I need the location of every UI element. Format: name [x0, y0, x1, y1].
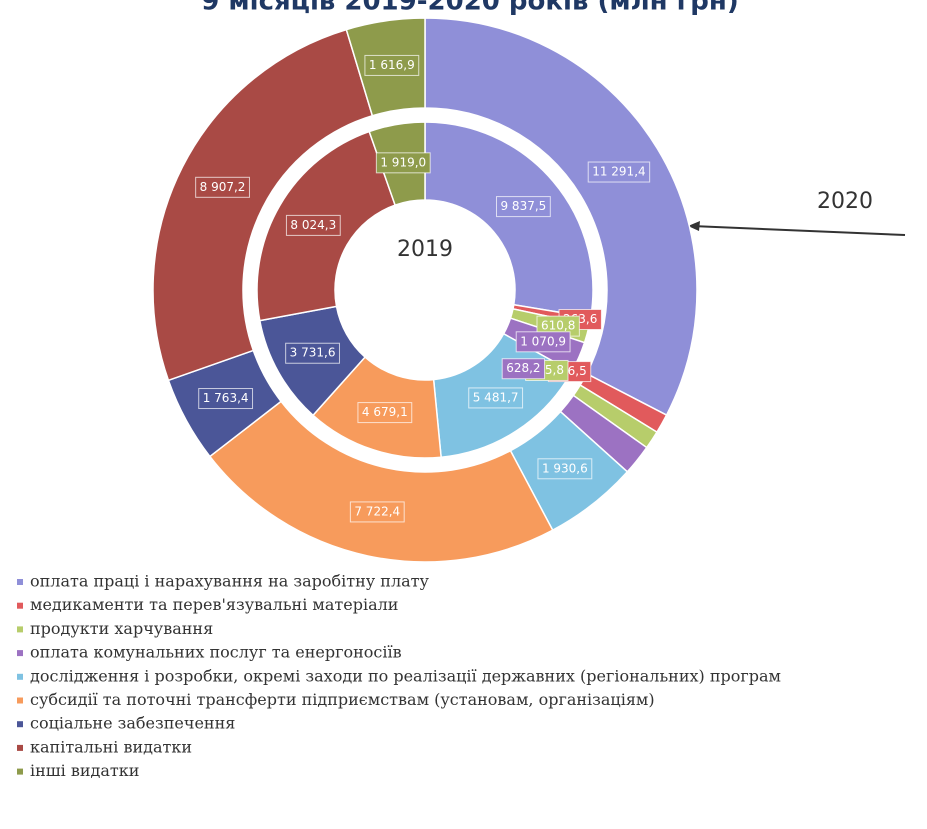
data-label-text: 7 722,4	[354, 504, 400, 518]
legend-swatch	[17, 579, 23, 585]
data-label-box	[468, 387, 524, 409]
data-label-text: 5 481,7	[473, 390, 519, 404]
data-label-text: 1 919,0	[380, 155, 426, 169]
data-label-text: 11 291,4	[592, 165, 645, 179]
legend-swatch	[17, 650, 23, 657]
data-label: 1 763,4	[198, 388, 254, 410]
arrow-head	[688, 221, 700, 231]
data-label: 1 616,9	[364, 54, 420, 76]
data-label-text: 8 024,3	[290, 218, 336, 232]
data-label: 9 837,5	[495, 196, 551, 218]
data-label-box	[364, 54, 420, 76]
data-label-box	[357, 402, 413, 424]
legend-swatch	[17, 744, 23, 751]
inner-ring-label: 2019	[397, 237, 453, 262]
legend-swatch	[17, 768, 23, 775]
data-label-text: 628,2	[506, 361, 540, 375]
slice	[152, 28, 374, 382]
data-label-text: 1 930,6	[542, 461, 588, 475]
data-label-box	[285, 214, 341, 236]
slice	[424, 17, 698, 417]
data-label-box	[198, 388, 254, 410]
legend-label: дослідження і розробки, окремі заходи по…	[30, 666, 781, 685]
data-label: 8 907,2	[195, 176, 250, 198]
legend-swatch	[17, 626, 23, 633]
chart-title: 9 місяців 2019-2020 років (млн грн)	[201, 0, 738, 17]
data-label-box	[495, 196, 551, 218]
data-label: 3 731,6	[285, 342, 340, 364]
legend-label: оплата праці і нарахування на заробітну …	[30, 572, 430, 591]
data-label-box	[349, 501, 405, 523]
legend-label: продукти харчування	[30, 619, 213, 638]
legend-label: субсидії та поточні трансферти підприємс…	[30, 690, 655, 709]
legend-label: соціальне забезпечення	[30, 714, 235, 733]
data-label-text: 1 070,9	[520, 334, 566, 348]
legend-label: капітальні видатки	[30, 737, 192, 756]
legend-label: оплата комунальних послуг та енергоносії…	[30, 643, 402, 662]
data-label-box	[537, 458, 593, 480]
data-label-text: 610,8	[541, 319, 575, 333]
slice	[208, 400, 554, 563]
data-label-box	[195, 176, 250, 198]
data-label-box	[515, 331, 571, 353]
arrow	[691, 225, 906, 236]
data-label-text: 1 616,9	[369, 58, 415, 72]
data-label: 5 481,7	[468, 387, 524, 409]
outer-ring-label: 2020	[817, 189, 873, 214]
data-label-text: 3 731,6	[290, 346, 336, 360]
data-label-box	[285, 342, 340, 364]
data-label: 610,8	[536, 315, 580, 337]
data-label: 4 679,1	[357, 402, 413, 424]
slice	[424, 121, 594, 319]
data-label-box	[501, 358, 546, 380]
legend-swatch	[17, 673, 23, 680]
data-label-text: 1 763,4	[203, 391, 249, 405]
data-label: 628,2	[501, 358, 546, 380]
data-label: 1 070,9	[515, 331, 571, 353]
data-label-box	[375, 152, 431, 174]
legend-swatch	[17, 697, 23, 704]
data-label-text: 9 837,5	[500, 199, 546, 213]
data-label: 1 930,6	[537, 458, 593, 480]
data-label: 1 919,0	[375, 152, 431, 174]
legend-label: інші видатки	[30, 761, 139, 780]
data-label: 11 291,4	[587, 161, 651, 183]
legend-label: медикаменти та перев'язувальні матеріали	[30, 595, 398, 614]
data-label-text: 4 679,1	[362, 405, 408, 419]
data-label: 8 024,3	[285, 214, 341, 236]
legend-swatch	[17, 602, 23, 609]
data-label: 7 722,4	[349, 501, 405, 523]
data-label-box	[587, 161, 651, 183]
data-label-text: 8 907,2	[200, 180, 246, 194]
legend-swatch	[17, 721, 23, 728]
